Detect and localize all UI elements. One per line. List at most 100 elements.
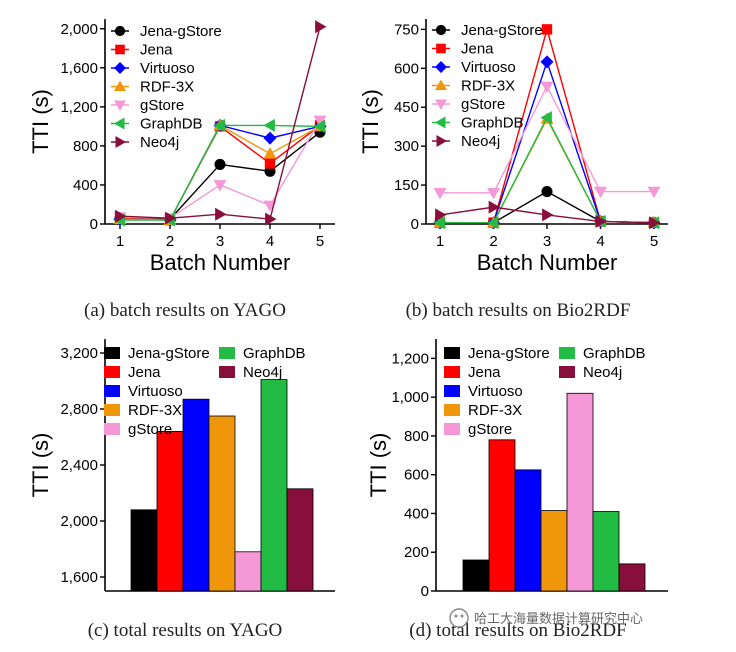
y-tick-label: 400 [73, 177, 98, 194]
legend-label: GraphDB [461, 115, 524, 132]
legend-swatch-jena [104, 366, 120, 378]
data-point-graphdb [313, 119, 325, 133]
caption-b: (b) batch results on Bio2RDF [406, 300, 631, 321]
y-tick-label: 0 [90, 216, 98, 233]
y-tick-label: 400 [404, 505, 429, 522]
legend-label: Virtuoso [461, 59, 516, 76]
legend-label: Jena [140, 42, 173, 59]
y-axis-title: TTI (s) [28, 433, 53, 498]
data-point-virtuoso [540, 55, 554, 69]
bar-virtuoso [182, 398, 210, 592]
legend-swatch-jena-gstore [444, 347, 460, 359]
y-tick-label: 1,200 [60, 99, 98, 116]
data-point-gstore [263, 200, 277, 212]
data-point-jena [541, 24, 553, 35]
legend-label: GraphDB [583, 345, 646, 362]
legend-label: Neo4j [583, 364, 622, 381]
legend-swatch-virtuoso [444, 385, 460, 397]
chart-b-batch-bio2rdf: 1 2 3 4 5 Batch Number 0 150 300 450 600 750 TTI (s)… [358, 19, 668, 275]
legend-marker-gstore [114, 100, 126, 111]
legend-label: Neo4j [461, 133, 500, 150]
legend-marker-jena [115, 44, 125, 55]
legend-label: RDF-3X [128, 402, 182, 419]
wechat-icon [449, 608, 469, 628]
y-axis-title: TTI (s) [366, 433, 391, 498]
y-tick-label: 1,200 [391, 350, 429, 367]
data-point-gstore [540, 81, 554, 93]
legend-label: gStore [140, 97, 184, 114]
legend-swatch-gstore [444, 423, 460, 435]
data-point-virtuoso [263, 131, 277, 145]
legend-label: Virtuoso [468, 383, 523, 400]
bar-graphdb [260, 379, 288, 592]
legend-swatch-graphdb [559, 347, 575, 359]
bar-jena-gstore [462, 559, 490, 592]
x-tick-label: 2 [166, 233, 174, 250]
legend-marker-jena-gstore [114, 25, 126, 37]
data-point-jena-gstore [214, 158, 226, 170]
legend-label: Jena [128, 364, 161, 381]
x-tick-label: 4 [266, 233, 274, 250]
legend-label: Jena [468, 364, 501, 381]
legend-swatch-gstore [104, 423, 120, 435]
legend-label: GraphDB [140, 116, 203, 133]
bar-graphdb [592, 511, 620, 592]
legend-label: RDF-3X [140, 79, 194, 96]
data-point-neo4j [265, 212, 277, 226]
y-tick-label: 1,000 [391, 389, 429, 406]
y-tick-label: 800 [73, 138, 98, 155]
y-tick-label: 800 [404, 428, 429, 445]
legend-marker-gstore [435, 99, 447, 110]
x-axis-title: Batch Number [150, 250, 291, 275]
legend-label: GraphDB [243, 345, 306, 362]
data-point-graphdb [487, 216, 499, 230]
y-tick-label: 750 [394, 21, 419, 38]
y-tick-label: 1,600 [60, 569, 98, 586]
data-point-neo4j [542, 208, 554, 222]
x-tick-label: 1 [116, 233, 124, 250]
legend-label: Jena-gStore [468, 345, 550, 362]
data-point-neo4j [315, 20, 327, 34]
x-tick-label: 5 [650, 233, 658, 250]
bar-jena [488, 439, 516, 592]
legend-swatch-jena [444, 366, 460, 378]
data-point-gstore [647, 186, 661, 199]
legend-label: Jena-gStore [128, 345, 210, 362]
bar-neo4j [618, 563, 646, 592]
data-point-gstore [487, 187, 500, 200]
data-point-gstore [433, 187, 447, 200]
legend-label: gStore [468, 421, 512, 438]
y-tick-label: 1,600 [60, 60, 98, 77]
y-tick-label: 0 [411, 216, 419, 233]
caption-a: (a) batch results on YAGO [84, 300, 286, 321]
chart-c-total-yago: 1,600 2,000 2,400 2,800 3,200 TTI (s) Jena-gSt… [28, 339, 335, 592]
y-tick-label: 0 [421, 583, 429, 600]
legend-label: gStore [128, 421, 172, 438]
legend-swatch-neo4j [219, 366, 235, 378]
data-point-jena-gstore [541, 186, 553, 198]
y-tick-label: 600 [404, 467, 429, 484]
data-point-neo4j [435, 208, 447, 222]
x-tick-label: 3 [543, 233, 551, 250]
bar-gstore [234, 551, 262, 592]
data-point-neo4j [115, 209, 127, 223]
legend-marker-graphdb [114, 117, 125, 130]
data-point-graphdb [540, 111, 552, 125]
data-point-neo4j [649, 216, 661, 230]
data-point-neo4j [215, 207, 227, 221]
y-tick-label: 2,000 [60, 21, 98, 38]
legend-swatch-rdf-3x [444, 404, 460, 416]
watermark: 哈工大海量数据计算研究中心 [449, 608, 643, 628]
legend-swatch-virtuoso [104, 385, 120, 397]
legend-marker-virtuoso [114, 62, 126, 74]
chart-d-total-bio2rdf: 0 200 400 600 800 1,000 1,200 TTI (s) Jena-gStor… [366, 339, 668, 600]
legend-marker-rdf-3x [435, 79, 447, 90]
legend-label: Virtuoso [128, 383, 183, 400]
bar-virtuoso [514, 469, 542, 592]
legend-marker-virtuoso [435, 61, 447, 73]
y-tick-label: 200 [404, 544, 429, 561]
bar-jena [156, 430, 184, 592]
data-point-graphdb [213, 118, 225, 132]
legend-marker-jena [436, 43, 446, 54]
